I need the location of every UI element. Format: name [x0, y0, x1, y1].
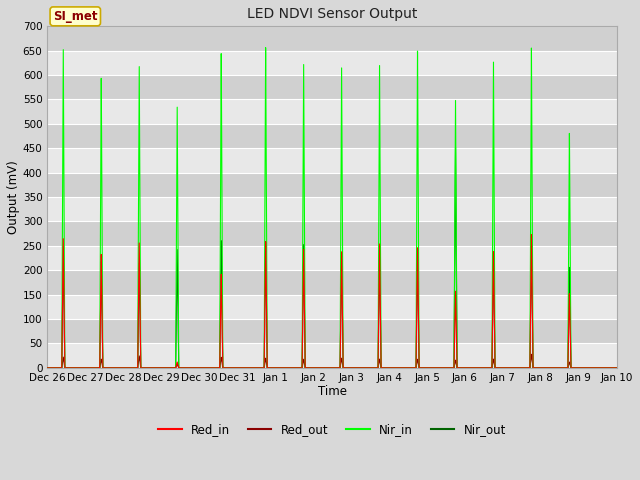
Text: SI_met: SI_met — [53, 10, 97, 23]
Bar — [47, 344, 617, 368]
Bar — [47, 173, 617, 197]
Bar — [47, 197, 617, 221]
Bar — [47, 99, 617, 124]
Bar — [47, 295, 617, 319]
Legend: Red_in, Red_out, Nir_in, Nir_out: Red_in, Red_out, Nir_in, Nir_out — [153, 418, 511, 441]
Bar — [47, 148, 617, 173]
Bar — [47, 221, 617, 246]
Bar — [47, 319, 617, 344]
Bar — [47, 246, 617, 270]
Y-axis label: Output (mV): Output (mV) — [7, 160, 20, 234]
Bar — [47, 124, 617, 148]
Bar — [47, 270, 617, 295]
Bar — [47, 51, 617, 75]
X-axis label: Time: Time — [317, 385, 347, 398]
Bar — [47, 26, 617, 51]
Bar — [47, 75, 617, 99]
Title: LED NDVI Sensor Output: LED NDVI Sensor Output — [247, 7, 417, 21]
